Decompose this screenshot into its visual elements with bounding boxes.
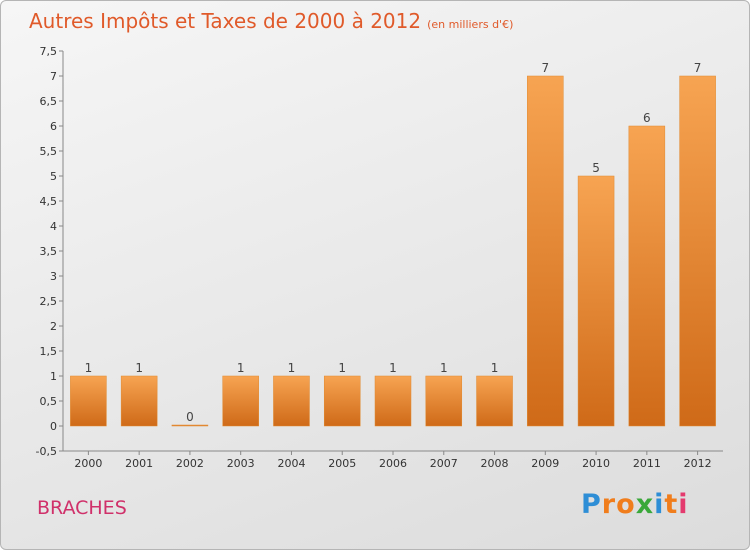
y-tick-label: 2,5	[40, 295, 58, 308]
bar-2004	[273, 375, 310, 427]
y-tick-label: -0,5	[36, 445, 57, 458]
y-tick-label: 6	[50, 120, 57, 133]
bar-2012	[679, 75, 716, 427]
y-tick-label: 5,5	[40, 145, 58, 158]
y-tick-label: 0	[50, 420, 57, 433]
x-tick-label-2002: 2002	[176, 457, 204, 470]
y-tick-label: 6,5	[40, 95, 58, 108]
value-label-2007: 1	[440, 361, 448, 375]
value-label-2004: 1	[288, 361, 296, 375]
logo-letter: o	[616, 489, 636, 520]
x-tick-label-2003: 2003	[227, 457, 255, 470]
bar-2006	[374, 375, 412, 427]
title-unit: (en milliers d'€)	[427, 18, 514, 31]
logo-letter: r	[601, 489, 617, 520]
value-label-2012: 7	[694, 61, 702, 75]
x-tick-label-2011: 2011	[633, 457, 661, 470]
bar-2007	[425, 375, 463, 427]
x-tick-label-2000: 2000	[74, 457, 102, 470]
chart-title: Autres Impôts et Taxes de 2000 à 2012 (en…	[29, 9, 514, 33]
value-label-2010: 5	[592, 161, 600, 175]
logo-letter: x	[635, 489, 655, 520]
y-tick-label: 2	[50, 320, 57, 333]
y-tick-label: 5	[50, 170, 57, 183]
value-label-2000: 1	[85, 361, 93, 375]
y-tick-label: 4,5	[40, 195, 58, 208]
logo-letter: t	[664, 489, 679, 520]
value-label-2011: 6	[643, 111, 651, 125]
bar-2009	[527, 75, 564, 427]
value-label-2006: 1	[389, 361, 397, 375]
value-label-2009: 7	[541, 61, 549, 75]
commune-name: BRACHES	[37, 497, 127, 519]
x-tick-label-2007: 2007	[430, 457, 458, 470]
y-tick-label: 0,5	[40, 395, 58, 408]
x-tick-label-2012: 2012	[684, 457, 712, 470]
x-tick-label-2009: 2009	[531, 457, 559, 470]
y-tick-label: 3,5	[40, 245, 58, 258]
logo-letter: i	[678, 489, 689, 520]
value-label-2001: 1	[135, 361, 143, 375]
y-tick-label: 3	[50, 270, 57, 283]
x-tick-label-2001: 2001	[125, 457, 153, 470]
y-tick-label: 1,5	[40, 345, 58, 358]
value-label-2002: 0	[186, 410, 194, 424]
bar-2001	[120, 375, 158, 427]
bar-2010	[577, 175, 615, 427]
y-tick-label: 7	[50, 70, 57, 83]
bar-2000	[70, 375, 107, 427]
proxiti-logo: Proxiti	[581, 489, 689, 520]
x-tick-label-2008: 2008	[481, 457, 509, 470]
y-tick-label: 7,5	[40, 45, 58, 58]
bar-2011	[628, 125, 666, 427]
bar-2002	[171, 424, 209, 427]
bar-2005	[323, 375, 361, 427]
x-tick-label-2006: 2006	[379, 457, 407, 470]
logo-letter: i	[654, 489, 665, 520]
x-tick-label-2005: 2005	[328, 457, 356, 470]
value-label-2008: 1	[491, 361, 499, 375]
value-label-2005: 1	[338, 361, 346, 375]
logo-letter: P	[581, 489, 602, 520]
x-tick-label-2010: 2010	[582, 457, 610, 470]
y-tick-label: 4	[50, 220, 57, 233]
bar-2008	[476, 375, 513, 427]
value-label-2003: 1	[237, 361, 245, 375]
y-tick-label: 1	[50, 370, 57, 383]
x-tick-label-2004: 2004	[277, 457, 305, 470]
bar-2003	[222, 375, 259, 427]
